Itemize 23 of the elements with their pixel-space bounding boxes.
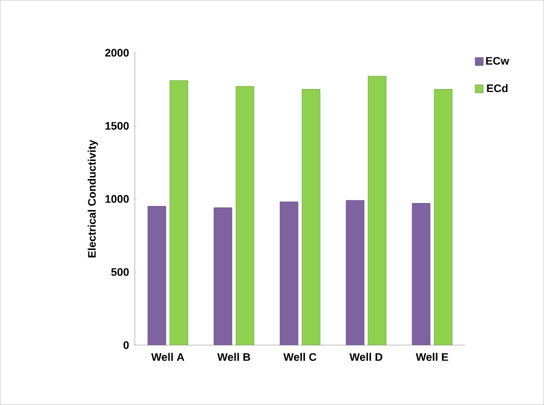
- bar: [368, 76, 386, 346]
- bar: [280, 202, 298, 346]
- y-tick-label: 1500: [105, 122, 129, 130]
- x-tick-label: Well E: [416, 352, 448, 361]
- x-tick-label: Well B: [217, 352, 250, 361]
- legend-label: ECw: [486, 57, 510, 65]
- y-tick-label: 1000: [105, 195, 129, 203]
- bar: [214, 208, 232, 346]
- legend-label: ECd: [487, 84, 508, 92]
- x-tick-label: Well D: [349, 352, 382, 361]
- y-axis-title: Electrical Conductivity: [88, 140, 98, 258]
- x-tick-label: Well C: [283, 352, 316, 361]
- bar: [236, 86, 254, 346]
- bar: [302, 89, 320, 346]
- y-tick-label: 500: [111, 268, 129, 276]
- bar: [346, 200, 364, 346]
- bar: [412, 203, 430, 346]
- bar: [148, 206, 166, 346]
- bar: [434, 89, 452, 346]
- y-tick-label: 2000: [105, 48, 129, 57]
- x-tick-label: Well A: [151, 352, 184, 361]
- bar: [170, 80, 188, 346]
- y-tick-label: 0: [124, 341, 129, 350]
